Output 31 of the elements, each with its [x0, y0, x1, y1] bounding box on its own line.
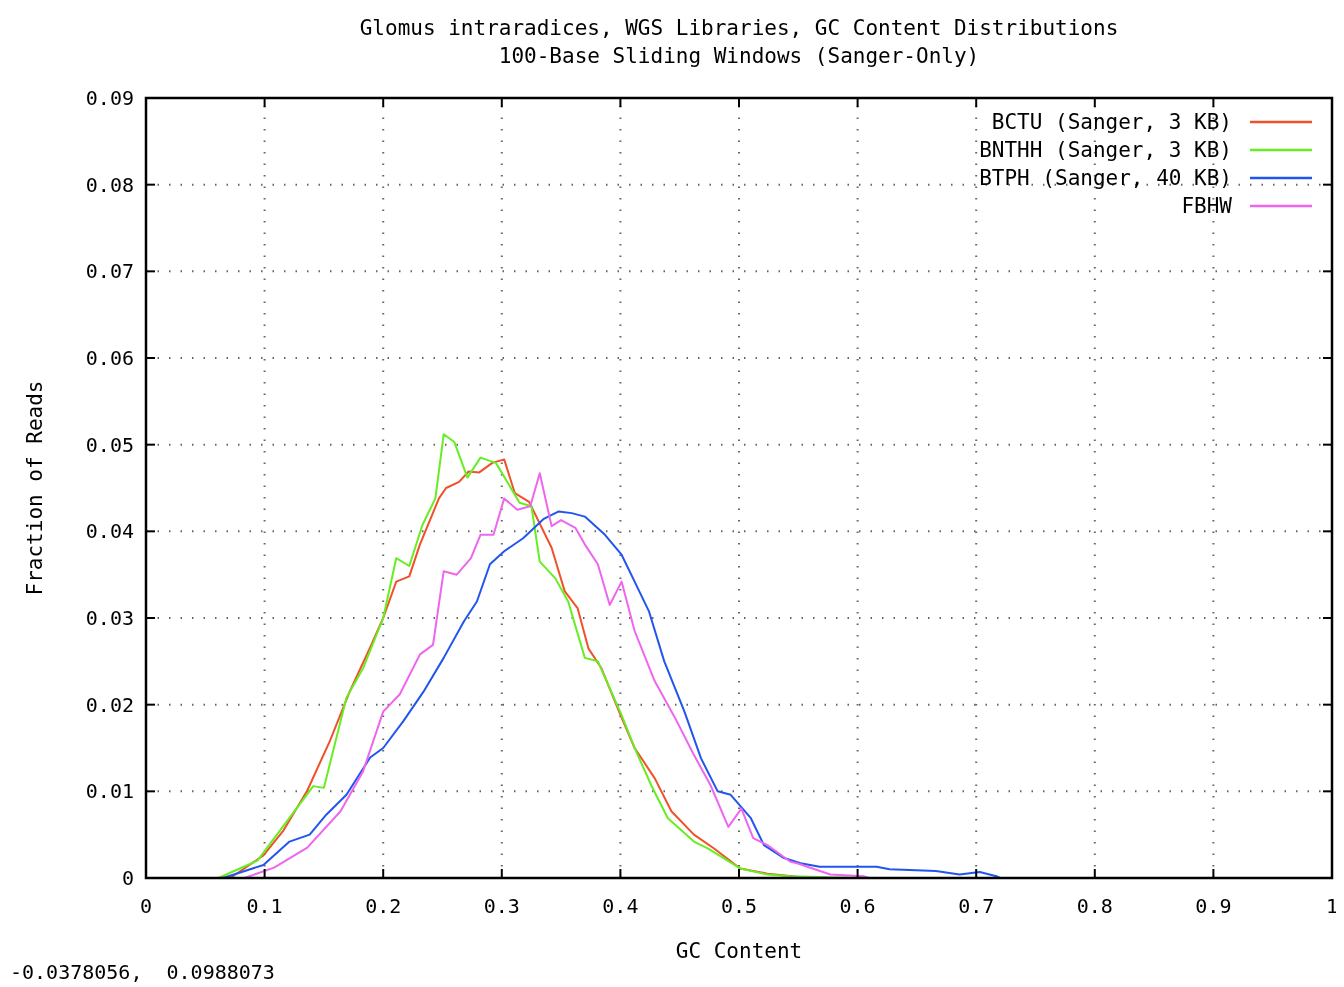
x-tick-label: 0.7	[958, 894, 995, 918]
x-tick-label: 0.4	[602, 894, 639, 918]
y-tick-label: 0.04	[85, 519, 134, 544]
legend-label: BNTHH (Sanger, 3 KB)	[979, 138, 1232, 162]
legend-label: BCTU (Sanger, 3 KB)	[991, 110, 1232, 134]
x-tick-label: 0.1	[246, 894, 283, 918]
y-tick-label: 0.01	[85, 779, 134, 804]
legend-label: FBHW	[1181, 194, 1233, 218]
x-tick-label: 0.9	[1195, 894, 1232, 918]
y-tick-label: 0	[121, 866, 134, 890]
x-tick-label: 0.2	[365, 894, 402, 918]
x-tick-label: 0.5	[720, 894, 758, 918]
x-tick-label: 1	[1325, 894, 1339, 918]
x-tick-label: 0	[139, 894, 153, 918]
y-tick-label: 0.02	[85, 692, 134, 717]
legend-label: BTPH (Sanger, 40 KB)	[979, 166, 1232, 190]
x-tick-label: 0.3	[483, 894, 520, 918]
text: -0.0378056, 0.0988073	[10, 960, 275, 984]
line-series	[222, 510, 1001, 879]
chart-subtitle: 100-Base Sliding Windows (Sanger-Only)	[498, 44, 980, 68]
y-tick-label: 0.08	[85, 172, 134, 197]
y-tick-label: 0.06	[85, 346, 134, 370]
x-tick-label: 0.6	[839, 894, 876, 918]
x-axis-title: GC Content	[675, 939, 803, 963]
y-axis-title: Fraction of Reads	[23, 380, 47, 596]
y-tick-label: 0.03	[85, 606, 134, 630]
y-tick-label: 0.07	[85, 259, 134, 284]
chart-title: Glomus intraradices, WGS Libraries, GC Content Distributions	[359, 16, 1119, 40]
x-tick-label: 0.8	[1076, 894, 1113, 918]
y-tick-label: 0.09	[85, 86, 134, 110]
y-tick-label: 0.05	[85, 432, 134, 457]
